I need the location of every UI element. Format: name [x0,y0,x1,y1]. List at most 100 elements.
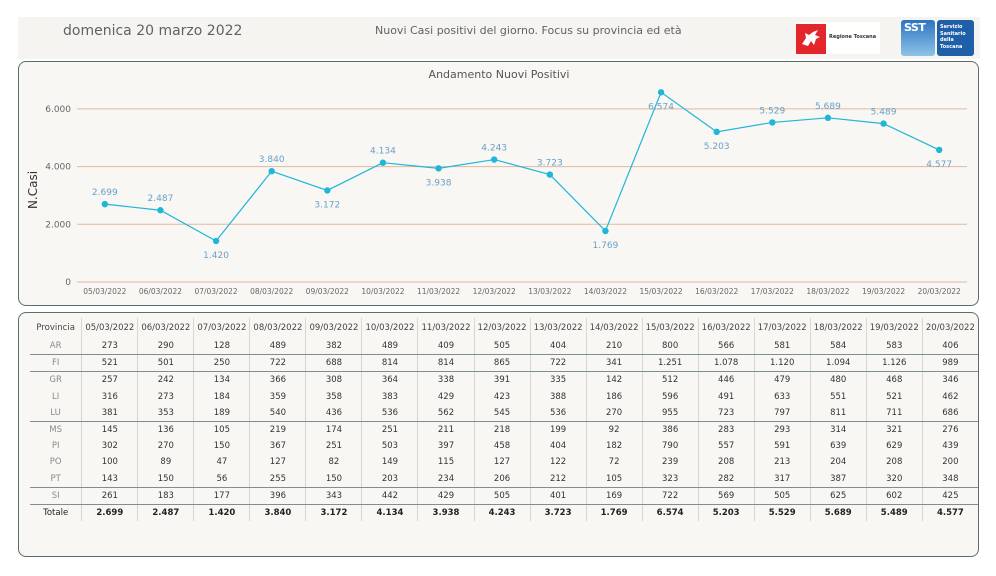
value-cell: 255 [249,470,307,488]
value-cell: 199 [530,421,587,439]
data-label: 5.203 [704,142,730,152]
value-cell: 150 [193,438,251,455]
x-tick-label: 12/03/2022 [473,287,516,296]
data-point[interactable] [602,227,609,235]
column-header-date: 07/03/2022 [193,318,251,338]
value-cell: 200 [942,457,959,468]
value-cell: 208 [698,454,755,471]
data-point[interactable] [101,200,109,208]
value-cell: 722 [249,354,307,373]
data-label: 5.689 [815,102,841,112]
value-cell: 722 [530,354,587,373]
column-header-date: 14/03/2022 [586,318,643,338]
value-cell: 551 [810,388,867,405]
data-label: 4.243 [481,144,507,154]
value-cell: 100 [81,454,139,471]
data-point[interactable] [157,207,164,214]
province-cell: AR [30,338,83,356]
regione-toscana-logo: Regione Toscana [796,22,880,54]
chart-panel: Andamento Nuovi Positivi N.Casi 0 2.000 4.… [18,61,979,306]
value-cell: 989 [922,354,978,373]
value-cell: 273 [81,338,139,356]
value-cell: 359 [249,388,307,405]
province-cell: PO [30,454,83,471]
value-cell: 136 [137,421,195,439]
value-cell: 358 [305,388,363,405]
value-cell: 183 [137,487,195,505]
province-cell: LI [30,388,83,405]
value-cell: 536 [530,404,587,422]
value-cell: 386 [642,421,699,439]
value-cell: 82 [305,454,363,471]
value-cell: 479 [754,371,811,389]
value-cell: 149 [361,454,419,471]
data-point[interactable] [212,237,220,245]
data-point[interactable] [379,159,387,166]
value-cell: 382 [305,338,363,356]
value-cell: 688 [305,354,363,373]
value-cell: 865 [474,354,531,373]
report-date: domenica 20 marzo 2022 [63,23,243,39]
value-cell: 213 [754,454,811,471]
value-cell: 566 [698,338,755,356]
x-tick-label: 13/03/2022 [528,287,571,296]
value-cell: 596 [642,388,699,405]
value-cell: 501 [137,354,195,373]
x-tick-label: 08/03/2022 [250,287,293,296]
regione-toscana-label: Regione Toscana [829,34,877,40]
value-cell: 581 [754,338,811,356]
value-cell: 503 [361,438,419,455]
data-point[interactable] [546,171,554,178]
value-cell: 105 [586,470,643,488]
data-label: 2.487 [148,194,174,204]
value-cell: 250 [193,354,251,373]
value-cell: 56 [193,470,251,488]
data-point[interactable] [657,89,665,96]
value-cell: 442 [361,487,419,505]
total-cell: 5.489 [866,504,923,522]
x-tick-label: 17/03/2022 [751,287,794,296]
column-header-date: 20/03/2022 [925,323,975,333]
value-cell: 562 [417,404,475,422]
value-cell: 381 [81,404,139,422]
value-cell: 293 [754,421,811,439]
sst-emblem-icon: SST [901,20,935,56]
sst-text-line: Sanitario [940,30,966,37]
value-cell: 47 [193,454,251,471]
value-cell: 557 [698,438,755,455]
data-point[interactable] [713,128,720,136]
column-header-date: 06/03/2022 [137,318,195,338]
column-header-date: 08/03/2022 [249,318,307,338]
value-cell: 143 [81,470,139,488]
value-cell: 115 [417,454,475,471]
data-point[interactable] [324,187,331,194]
data-label: 4.577 [926,160,952,170]
sst-text-box: Servizio Sanitario della Toscana [937,20,974,56]
x-tick-label: 06/03/2022 [139,287,182,296]
value-cell: 1.120 [754,354,811,373]
value-cell: 462 [942,391,959,402]
data-point[interactable] [268,167,275,175]
value-cell: 505 [754,487,811,505]
sst-text-line: Toscana [940,43,963,50]
province-cell: PT [30,470,83,488]
column-header-date: 16/03/2022 [698,318,755,338]
value-cell: 282 [698,470,755,488]
data-point[interactable] [824,114,832,122]
data-label: 4.134 [370,147,396,157]
data-point[interactable] [935,146,943,154]
value-cell: 1.094 [810,354,867,373]
data-point[interactable] [435,165,442,172]
value-cell: 629 [866,438,923,455]
data-point[interactable] [769,119,776,126]
x-tick-label: 19/03/2022 [862,287,905,296]
value-cell: 404 [530,438,587,455]
data-point[interactable] [490,156,498,163]
x-tick-label: 15/03/2022 [639,287,682,296]
data-point[interactable] [880,120,887,127]
value-cell: 212 [530,470,587,488]
value-cell: 429 [417,388,475,405]
value-cell: 569 [698,487,755,505]
table-row: PT 143 150 56 255 150 203 234 206 212 105 323 282 317… [30,470,978,488]
value-cell: 814 [361,354,419,373]
